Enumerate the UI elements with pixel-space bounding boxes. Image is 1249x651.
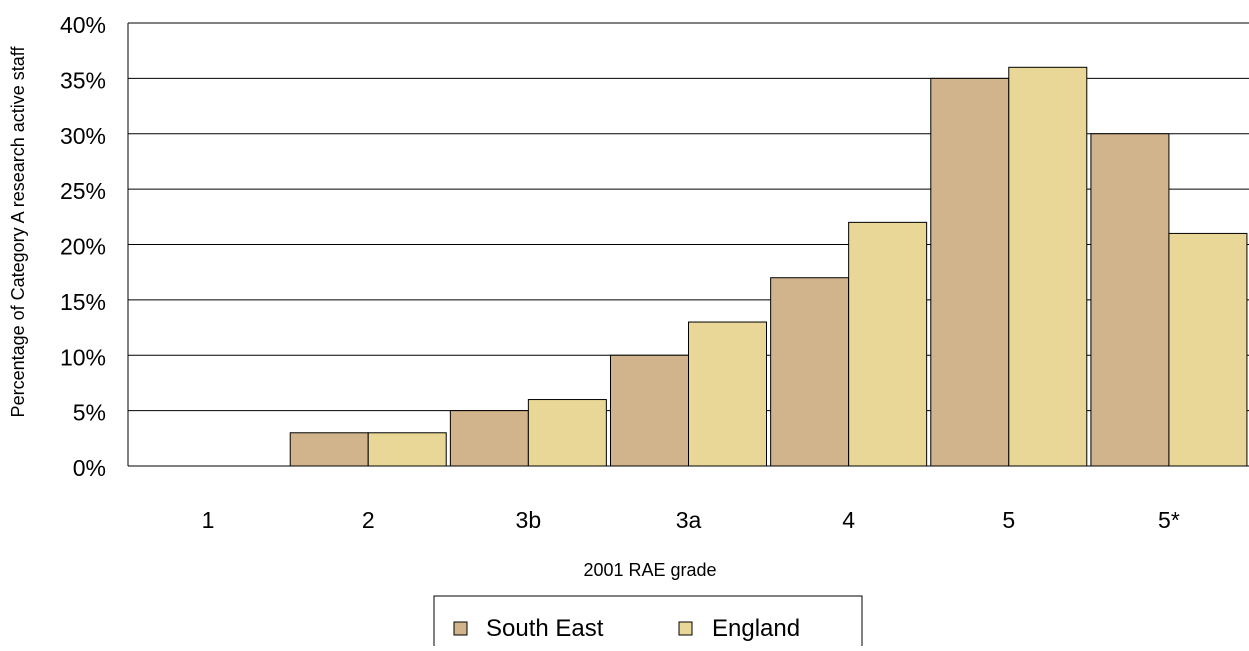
y-tick-label-0: 0% [73, 455, 106, 481]
bar-england-4 [848, 221, 928, 467]
bar-england-3b [527, 399, 607, 467]
y-tick-label-5: 5% [73, 400, 106, 426]
x-tick-label-5star: 5* [1158, 507, 1180, 533]
legend-swatch-england [678, 621, 693, 636]
bar-south-east-3b [449, 410, 529, 467]
bar-england-3a [688, 321, 767, 467]
legend: South East England [433, 595, 863, 651]
x-tick-label-3b: 3b [516, 507, 542, 533]
bars [289, 66, 1248, 467]
x-tick-label-3a: 3a [676, 507, 702, 533]
legend-box [433, 595, 863, 651]
x-tick-label-2: 2 [362, 507, 375, 533]
bar-south-east-5star [1090, 133, 1170, 467]
bar-england-5 [1008, 66, 1088, 467]
x-axis-tick-labels: 1 2 3b 3a 4 5 5* [202, 507, 1180, 533]
y-axis-tick-labels: 0% 5% 10% 15% 20% 25% 30% 35% 40% [60, 12, 106, 481]
legend-swatch-south-east [453, 621, 468, 636]
legend-label-south-east: South East [486, 615, 604, 642]
y-tick-label-20: 20% [60, 234, 106, 260]
bar-south-east-5 [930, 77, 1010, 467]
y-axis-title: Percentage of Category A research active… [8, 46, 28, 418]
bar-south-east-2 [289, 432, 369, 467]
y-tick-label-30: 30% [60, 123, 106, 149]
y-tick-label-15: 15% [60, 289, 106, 315]
bar-england-2 [367, 432, 447, 467]
bar-england-5star [1168, 232, 1248, 467]
bar-south-east-3a [610, 354, 689, 467]
legend-label-england: England [712, 615, 800, 642]
x-tick-label-1: 1 [202, 507, 215, 533]
y-tick-label-40: 40% [60, 12, 106, 38]
y-tick-label-35: 35% [60, 67, 106, 93]
y-tick-label-10: 10% [60, 344, 106, 370]
bar-south-east-4 [770, 277, 850, 467]
gridlines [127, 22, 1249, 467]
x-tick-label-5: 5 [1002, 507, 1015, 533]
x-tick-label-4: 4 [842, 507, 855, 533]
x-axis-title: 2001 RAE grade [583, 560, 716, 580]
y-tick-label-25: 25% [60, 178, 106, 204]
